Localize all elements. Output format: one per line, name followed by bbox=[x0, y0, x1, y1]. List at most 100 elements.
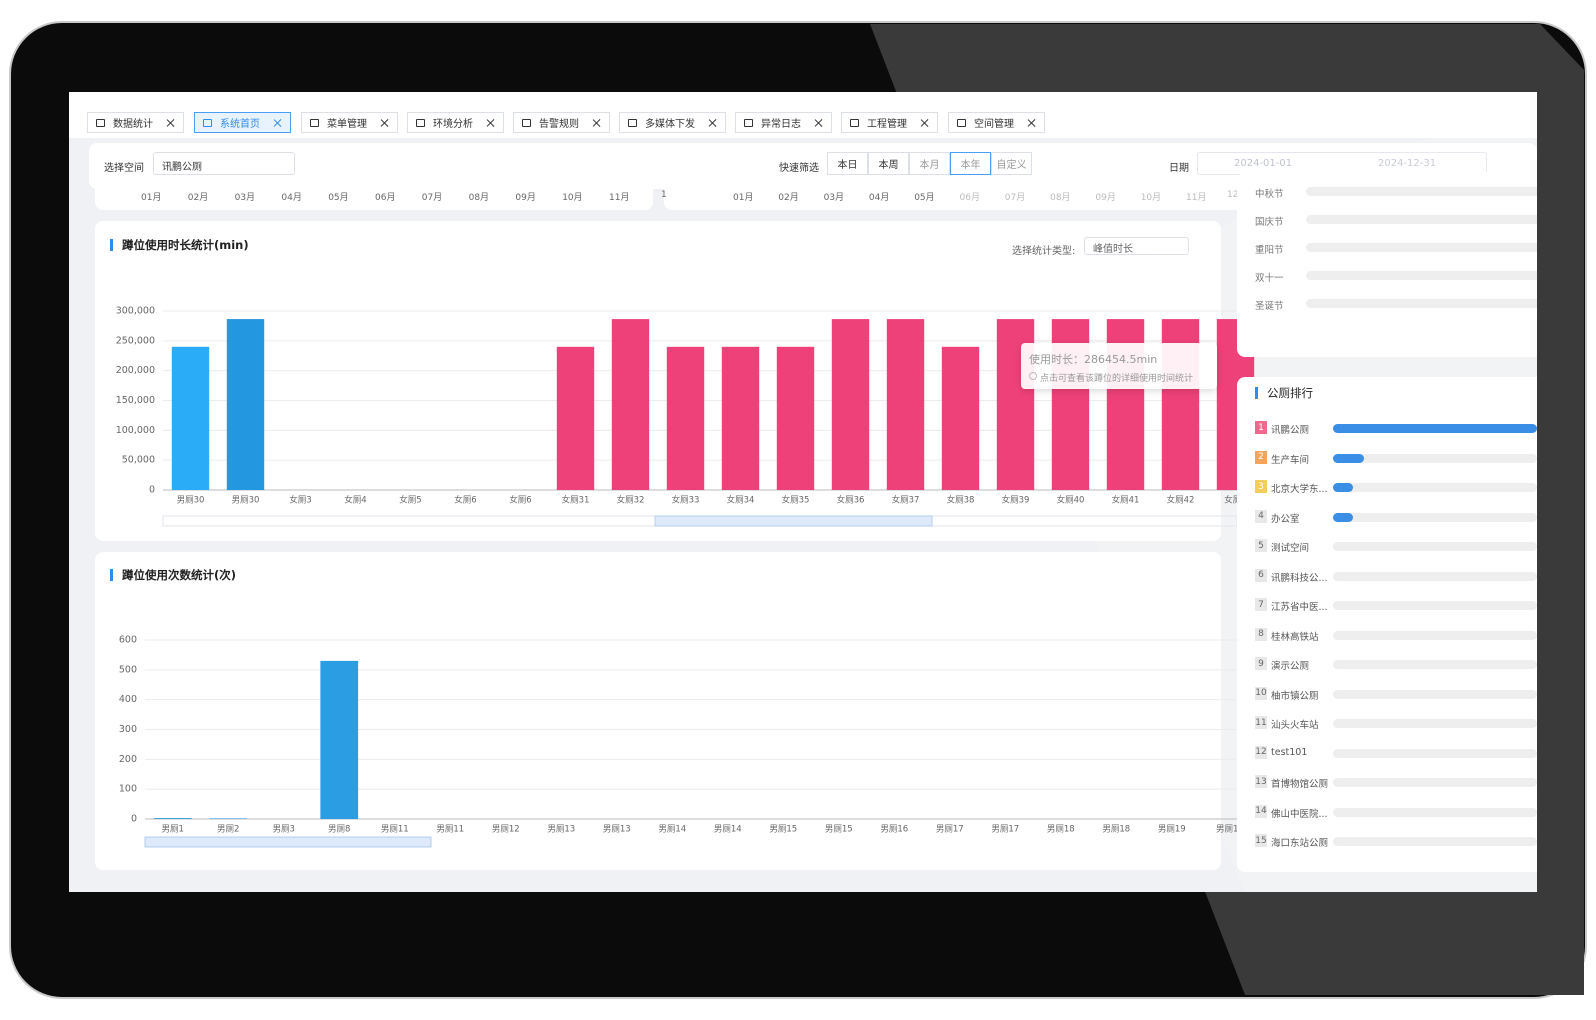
tab-icon bbox=[96, 118, 105, 127]
tab[interactable]: 多媒体下发 bbox=[619, 112, 726, 133]
tab[interactable]: 异常日志 bbox=[735, 112, 832, 133]
x-tick-label: 女厕31 bbox=[562, 495, 590, 506]
rank-name: 桂林高铁站 bbox=[1271, 631, 1319, 643]
bar bbox=[666, 346, 705, 490]
month-label: 02月 bbox=[187, 193, 209, 203]
charts: 0 50,000 100,000 150,000 200,000 250,000 300,0… bbox=[116, 306, 1255, 848]
y-tick-label: 250,000 bbox=[116, 335, 155, 346]
tab[interactable]: 数据统计 bbox=[87, 112, 184, 133]
month-label: 04月 bbox=[868, 193, 890, 203]
rank-bar bbox=[1333, 483, 1354, 492]
tab-label: 环境分析 bbox=[433, 119, 473, 130]
count-card: 蹲位使用次数统计(次) bbox=[95, 552, 1221, 870]
x-tick-label: 男厕14 bbox=[714, 825, 742, 835]
rank-name: 北京大学东... bbox=[1271, 484, 1328, 495]
y-tick-label: 300,000 bbox=[116, 306, 155, 317]
rank-track bbox=[1333, 571, 1537, 581]
x-tick-label: 男厕15 bbox=[825, 825, 853, 835]
x-tick-label: 男厕18 bbox=[1102, 825, 1130, 835]
x-tick-label: 女厕35 bbox=[782, 495, 810, 506]
tab[interactable]: 系统首页 bbox=[194, 112, 291, 133]
rank-bar bbox=[1333, 453, 1364, 463]
holiday-name: 中秋节 bbox=[1255, 189, 1284, 200]
bar bbox=[556, 346, 595, 490]
holiday-card: 中秋节 国庆节 重阳节 双十一 圣诞节 bbox=[1237, 172, 1537, 357]
month-label: 09月 bbox=[515, 193, 536, 203]
zoom-window bbox=[144, 836, 432, 848]
x-tick-label: 男厕1 bbox=[162, 825, 184, 835]
x-tick-label: 女厕40 bbox=[1057, 495, 1085, 506]
space-value: 讯鹏公厕 bbox=[162, 162, 202, 173]
quick-option[interactable]: 本周 bbox=[868, 152, 909, 175]
x-tick-label: 女厕3 bbox=[289, 495, 311, 506]
tab[interactable]: 空间管理 bbox=[948, 112, 1045, 133]
holiday-name: 国庆节 bbox=[1255, 217, 1284, 228]
rank-number: 2 bbox=[1255, 450, 1267, 464]
month-label: 09月 bbox=[1095, 193, 1116, 203]
tab[interactable]: 告警规则 bbox=[513, 112, 610, 133]
space-label: 选择空间 bbox=[104, 163, 144, 174]
y-tick-label: 400 bbox=[119, 694, 137, 705]
rank-track bbox=[1333, 512, 1537, 522]
month-label: 11月 bbox=[1186, 193, 1207, 203]
quick-option[interactable]: 本日 bbox=[827, 152, 868, 175]
rank-name: 讯鹏科技公... bbox=[1271, 572, 1328, 584]
x-tick-label: 男厕3 bbox=[273, 825, 295, 835]
x-tick-label: 男厕19 bbox=[1158, 825, 1186, 835]
y-tick-label: 0 bbox=[149, 485, 155, 496]
tab-label: 空间管理 bbox=[974, 119, 1014, 130]
rank-track bbox=[1333, 660, 1537, 669]
tooltip-hint: 点击可查看该蹲位的详细使用时间统计 bbox=[1040, 374, 1194, 384]
rank-number: 15 bbox=[1255, 834, 1267, 847]
bar bbox=[721, 346, 760, 490]
y-tick-label: 500 bbox=[119, 664, 137, 675]
holiday-track bbox=[1306, 299, 1537, 308]
stat-type-select[interactable]: 峰值时长 bbox=[1084, 237, 1189, 255]
x-tick-label: 女厕34 bbox=[727, 495, 755, 506]
month-label: 06月 bbox=[375, 193, 396, 203]
tab[interactable]: 菜单管理 bbox=[301, 112, 398, 133]
quick-option[interactable]: 本月 bbox=[909, 152, 950, 175]
x-tick-label: 男厕1 bbox=[1216, 825, 1238, 835]
tab[interactable]: 工程管理 bbox=[841, 112, 938, 133]
y-tick-label: 100,000 bbox=[116, 425, 155, 436]
month-label: 01月 bbox=[141, 193, 162, 203]
x-tick-label: 女厕42 bbox=[1167, 495, 1195, 506]
holiday-name: 圣诞节 bbox=[1255, 301, 1284, 312]
month-label: 07月 bbox=[421, 193, 443, 203]
space-select[interactable]: 讯鹏公厕 bbox=[153, 152, 295, 175]
rank-name: 首博物馆公厕 bbox=[1271, 779, 1329, 790]
month-label: 05月 bbox=[328, 193, 349, 203]
month-label: 03月 bbox=[823, 193, 845, 203]
x-tick-label: 男厕30 bbox=[177, 496, 205, 506]
x-tick-label: 男厕11 bbox=[436, 825, 464, 835]
rank-number: 9 bbox=[1255, 657, 1267, 670]
rank-name: test101 bbox=[1271, 746, 1308, 758]
quick-option[interactable]: 自定义 bbox=[991, 152, 1032, 175]
rank-name: 办公室 bbox=[1271, 513, 1300, 525]
bar bbox=[941, 346, 980, 490]
zoom-window bbox=[654, 515, 933, 527]
rank-track bbox=[1333, 542, 1537, 551]
tab[interactable]: 环境分析 bbox=[407, 112, 504, 133]
rank-name: 江苏省中医... bbox=[1271, 602, 1328, 613]
chart-title: 蹲位使用时长统计(min) bbox=[110, 239, 249, 251]
rank-track bbox=[1333, 778, 1537, 787]
x-tick-label: 女厕33 bbox=[672, 495, 700, 506]
quick-option[interactable]: 本年 bbox=[950, 152, 991, 175]
rank-name: 演示公厕 bbox=[1271, 661, 1310, 672]
screen: 选择空间 讯鹏公厕 快速筛选 日期 2024-01-01 2024-12-31 … bbox=[69, 92, 1537, 892]
tab-icon bbox=[850, 118, 859, 127]
x-tick-label: 女厕5 bbox=[399, 495, 421, 506]
x-tick-label: 女厕4 bbox=[344, 495, 366, 506]
tab-label: 告警规则 bbox=[539, 119, 579, 130]
rank-number: 3 bbox=[1255, 480, 1267, 493]
rank-name: 海口东站公厕 bbox=[1271, 838, 1329, 849]
rank-number: 4 bbox=[1255, 509, 1267, 523]
y-tick-label: 0 bbox=[131, 814, 137, 825]
x-tick-label: 男厕13 bbox=[547, 825, 575, 835]
tab-icon bbox=[416, 118, 425, 127]
y-tick-label: 200,000 bbox=[116, 365, 155, 376]
rank-number: 14 bbox=[1255, 804, 1267, 818]
date-label: 日期 bbox=[1169, 163, 1189, 174]
